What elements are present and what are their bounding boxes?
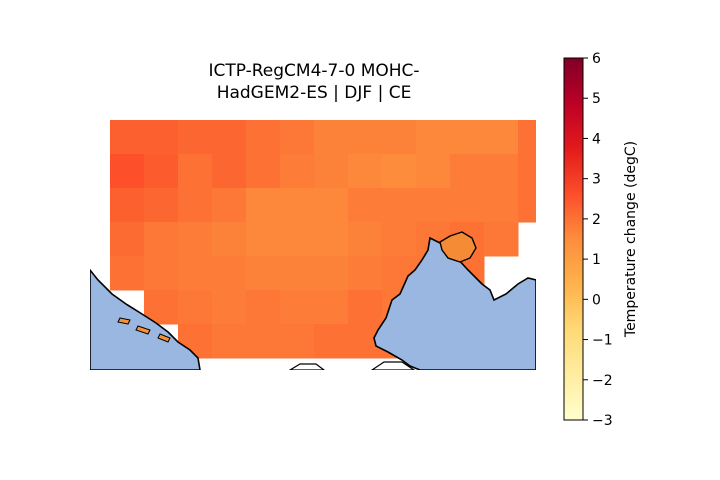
map-title: ICTP-RegCM4-7-0 MOHC- HadGEM2-ES | DJF |… [110,60,518,104]
grid-cell [314,290,349,325]
grid-cell [246,120,281,155]
colorbar-label: Temperature change (degC) [623,140,639,338]
land-strip [288,363,325,370]
grid-cell [416,120,451,155]
colorbar-ticks: 6 5 4 3 2 1 0 −1 −2 −3 [583,51,613,429]
grid-cell [144,222,179,257]
grid-cell [110,222,145,257]
title-line-1: ICTP-RegCM4-7-0 MOHC- [208,61,420,81]
grid-cell [450,120,485,155]
grid-cell [484,188,519,223]
grid-cell [280,256,315,291]
grid-cell [280,222,315,257]
grid-cell [348,188,383,223]
adriatic-sea [90,268,201,370]
title-line-2: HadGEM2-ES | DJF | CE [216,83,412,103]
colorbar-gradient [563,57,584,421]
grid-cell [348,120,383,155]
colorbar-tick-label: 1 [592,252,601,268]
grid-cell [484,120,519,155]
colorbar-tick-label: 3 [592,172,601,188]
grid-cell [518,188,536,223]
grid-cell [144,256,179,291]
crimea-peninsula [439,231,477,263]
grid-cell [212,256,247,291]
temperature-change-map [90,120,536,370]
grid-cell [178,120,213,155]
grid-cell [280,290,315,325]
grid-cell [246,324,281,359]
colorbar-tick-label: 4 [592,131,601,147]
grid-cell [348,222,383,257]
colorbar-tick-label: −3 [592,413,613,429]
grid-cell [246,188,281,223]
grid-cell [144,188,179,223]
grid-cell [382,154,417,189]
grid-cell [382,120,417,155]
colorbar-tick-label: 6 [592,51,601,67]
island [135,325,151,335]
land-strip [370,361,416,370]
grid-cell [212,188,247,223]
black-sea [373,236,536,370]
grid-cell [280,120,315,155]
grid-cell [212,154,247,189]
grid-cell [416,188,451,223]
grid-cell [484,154,519,189]
island [117,317,131,325]
grid-cell [280,324,315,359]
colorbar: 6 5 4 3 2 1 0 −1 −2 −3 [563,51,613,429]
grid-cell [110,188,145,223]
grid-cell [110,154,145,189]
grid-cell [450,188,485,223]
grid-cell [518,120,536,155]
grid-cell [348,154,383,189]
grid-cell [484,222,519,257]
grid-cell [246,256,281,291]
grid-cell [246,222,281,257]
grid-cell [314,324,349,359]
grid-cell [178,154,213,189]
grid-cell [450,154,485,189]
colorbar-tick-label: −2 [592,373,613,389]
grid-cell [178,290,213,325]
colorbar-tick-label: 2 [592,212,601,228]
grid-cell [314,188,349,223]
grid-cell [348,256,383,291]
grid-cell [314,154,349,189]
grid-cell [382,188,417,223]
grid-cell [110,120,145,155]
grid-cell [178,256,213,291]
grid-cell [212,324,247,359]
grid-cell [110,256,145,291]
grid-cell [246,154,281,189]
grid-cell [280,188,315,223]
grid-cell [348,290,383,325]
colorbar-tick-label: 0 [592,292,601,308]
grid-cell [280,154,315,189]
grid-cell [144,120,179,155]
grid-cell [144,154,179,189]
grid-cell [212,222,247,257]
grid-cell [382,222,417,257]
grid-cell [314,120,349,155]
grid-cell [416,154,451,189]
grid-cell [314,256,349,291]
grid-cell [178,222,213,257]
colorbar-tick-label: 5 [592,91,601,107]
colorbar-tick-label: −1 [592,333,613,349]
island [157,333,171,343]
grid-cell [212,120,247,155]
grid-cell [178,188,213,223]
grid-cell [246,290,281,325]
grid-cell [314,222,349,257]
grid-cell [518,154,536,189]
grid-cell [212,290,247,325]
